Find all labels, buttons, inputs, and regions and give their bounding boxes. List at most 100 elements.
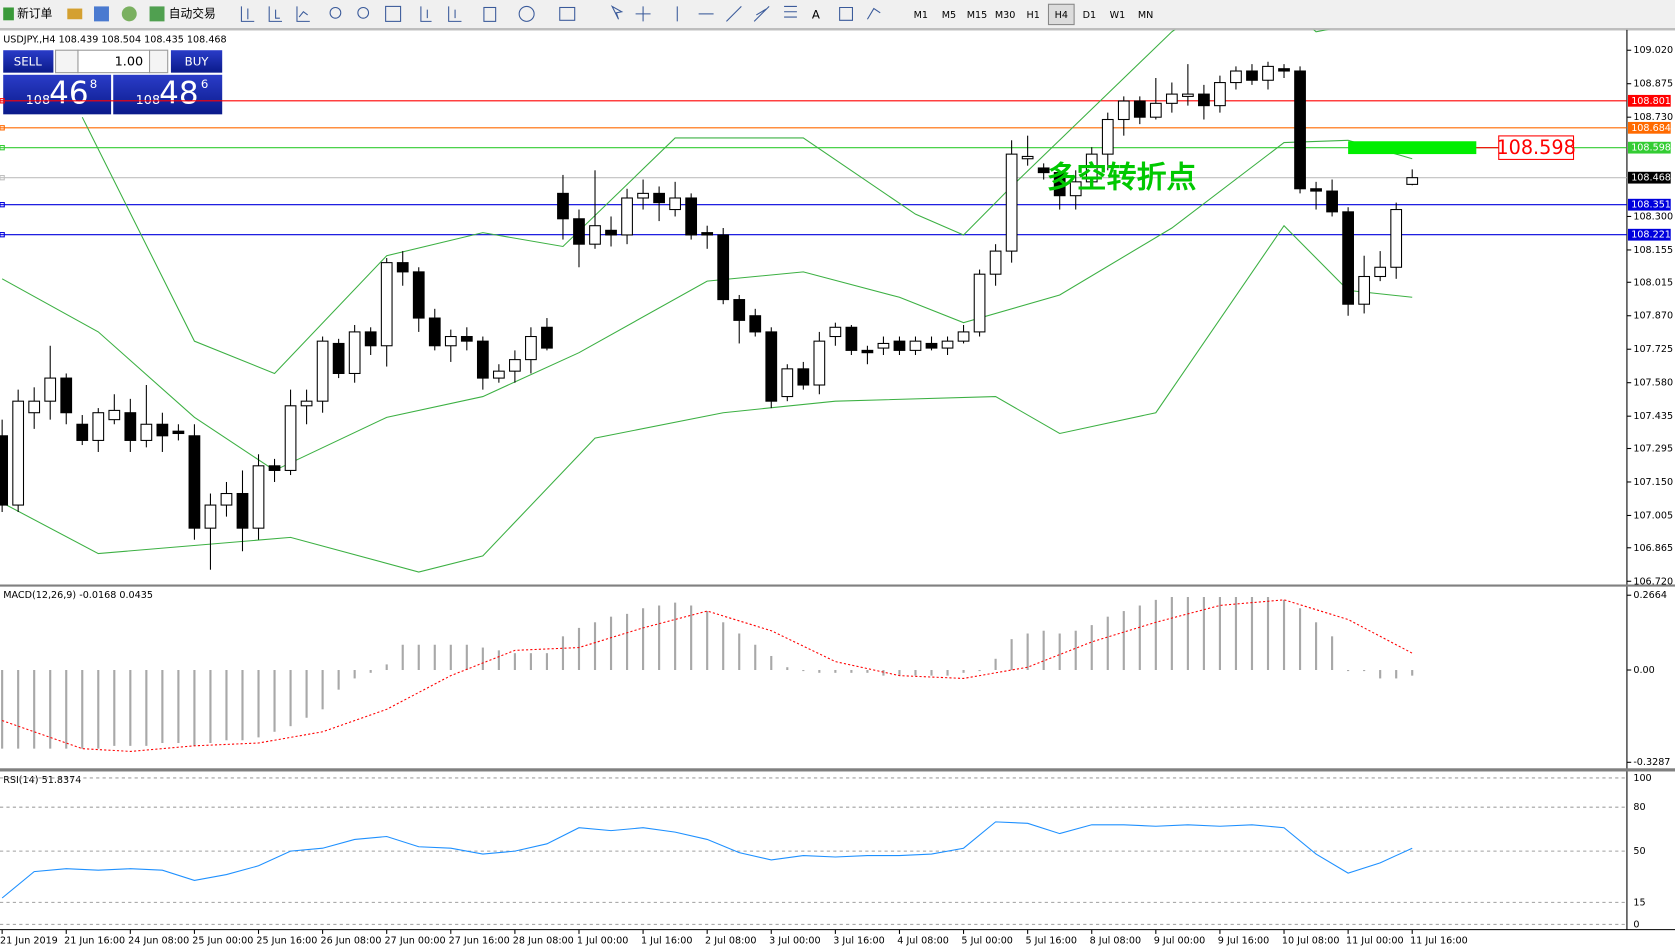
rsi-tick-label: 0 xyxy=(1633,919,1639,930)
candle-body xyxy=(476,340,489,379)
macd-label: MACD(12,26,9) -0.0168 0.0435 xyxy=(3,590,153,601)
x-tick-label: 26 Jun 08:00 xyxy=(320,935,381,946)
marker-label-box xyxy=(1498,135,1575,160)
new-order-icon[interactable] xyxy=(3,7,14,21)
candle-body xyxy=(0,435,9,506)
timeframe-button[interactable]: H1 xyxy=(1027,10,1040,21)
x-tick-label: 5 Jul 16:00 xyxy=(1026,935,1078,946)
level-handle xyxy=(0,98,5,104)
candle-body xyxy=(332,342,345,375)
bid-box[interactable] xyxy=(3,74,112,115)
candle-body xyxy=(1358,275,1371,305)
candle-body xyxy=(701,232,714,236)
level-handle xyxy=(0,144,5,151)
candle-body xyxy=(557,192,569,220)
candle-body xyxy=(412,271,425,319)
candle-body xyxy=(428,317,441,347)
sell-label[interactable]: SELL xyxy=(14,54,42,68)
candle-body xyxy=(204,504,217,529)
candle-body xyxy=(124,412,137,441)
x-tick-label: 9 Jul 16:00 xyxy=(1218,935,1270,946)
candle-body xyxy=(621,197,633,236)
rsi-tick-label: 50 xyxy=(1633,846,1645,857)
rsi-line xyxy=(1,821,1413,899)
macd-signal xyxy=(1,599,1413,752)
y-tick-label: 107.150 xyxy=(1633,477,1673,488)
level-handle xyxy=(0,202,5,208)
candle-body xyxy=(1069,181,1082,197)
candle-body xyxy=(797,368,810,386)
x-tick-label: 1 Jul 16:00 xyxy=(641,935,693,946)
candle-body xyxy=(717,234,730,301)
timeframe-button[interactable]: M5 xyxy=(942,10,956,21)
x-tick-label: 27 Jun 00:00 xyxy=(385,935,446,946)
x-tick-label: 28 Jun 08:00 xyxy=(513,935,574,946)
tool-icon[interactable] xyxy=(121,6,137,22)
text-tool[interactable]: A xyxy=(812,7,820,21)
annotation: 多空转折点 xyxy=(1047,161,1197,196)
timeframe-button[interactable]: M15 xyxy=(967,10,988,21)
candle-body xyxy=(1165,93,1178,104)
level-handle xyxy=(0,125,5,131)
candle-body xyxy=(1037,167,1050,174)
new-order[interactable]: 新订单 xyxy=(17,6,52,20)
bollinger-band xyxy=(1,139,1413,472)
price-pane xyxy=(0,29,1627,573)
candle-body xyxy=(44,377,57,402)
candle-body xyxy=(685,197,698,236)
candle-body xyxy=(1342,211,1354,305)
candle-body xyxy=(1117,100,1130,121)
level-label: 108.221 xyxy=(1631,230,1671,241)
x-tick-label: 9 Jul 00:00 xyxy=(1154,935,1206,946)
auto-trading[interactable]: 自动交易 xyxy=(169,6,216,20)
lot-value[interactable]: 1.00 xyxy=(115,54,144,69)
x-tick-label: 3 Jul 16:00 xyxy=(833,935,885,946)
rsi-tick-label: 80 xyxy=(1633,802,1645,813)
candle-body xyxy=(573,218,585,245)
timeframe-button[interactable]: M1 xyxy=(914,10,928,21)
candle-body xyxy=(1406,177,1419,185)
ask-box[interactable] xyxy=(113,74,223,115)
sell-button[interactable] xyxy=(3,50,54,73)
candle-body xyxy=(925,342,938,349)
timeframe-button[interactable]: MN xyxy=(1138,10,1153,21)
candle-body xyxy=(76,423,89,441)
candle-body xyxy=(188,435,201,529)
candle-body xyxy=(380,262,393,347)
trade-panel: SELL 1.00 BUY 108 46 8 108 48 6 xyxy=(3,49,223,115)
candle-body xyxy=(669,197,682,211)
x-tick-label: 25 Jun 00:00 xyxy=(192,935,253,946)
candle-body xyxy=(877,342,890,349)
timeframe-button[interactable]: H4 xyxy=(1055,10,1068,21)
lot-down[interactable] xyxy=(55,49,79,74)
x-tick-label: 25 Jun 16:00 xyxy=(256,935,317,946)
auto-trading-icon[interactable] xyxy=(149,6,165,22)
lot-up[interactable] xyxy=(149,49,169,74)
y-tick-label: 107.580 xyxy=(1633,378,1673,389)
buy-label[interactable]: BUY xyxy=(185,54,210,68)
tool-icons[interactable] xyxy=(240,5,881,22)
level-label-bg xyxy=(1627,228,1671,241)
candle-body xyxy=(1149,102,1162,118)
candle-body xyxy=(1085,153,1098,183)
candle-body xyxy=(525,335,537,361)
tool-icon[interactable] xyxy=(67,8,83,20)
y-tick-label: 107.005 xyxy=(1633,510,1673,521)
y-tick-label: 108.015 xyxy=(1633,277,1673,288)
timeframe-button[interactable]: D1 xyxy=(1083,10,1097,21)
candle-body xyxy=(1294,70,1306,190)
candle-body xyxy=(861,349,874,354)
y-tick-label: 107.725 xyxy=(1633,344,1673,355)
tool-icon[interactable] xyxy=(94,6,109,22)
y-tick-label: 109.020 xyxy=(1633,45,1673,56)
buy-button[interactable] xyxy=(170,50,223,73)
timeframe-button[interactable]: M30 xyxy=(995,10,1016,21)
pane-separator xyxy=(0,768,1675,772)
y-tick-label: 108.300 xyxy=(1633,211,1673,222)
candle-body xyxy=(1214,82,1226,107)
bid-sup: 8 xyxy=(90,77,97,91)
y-tick-label: 108.730 xyxy=(1633,112,1673,123)
timeframe-button[interactable]: W1 xyxy=(1110,10,1126,21)
candle-body xyxy=(1198,93,1210,107)
